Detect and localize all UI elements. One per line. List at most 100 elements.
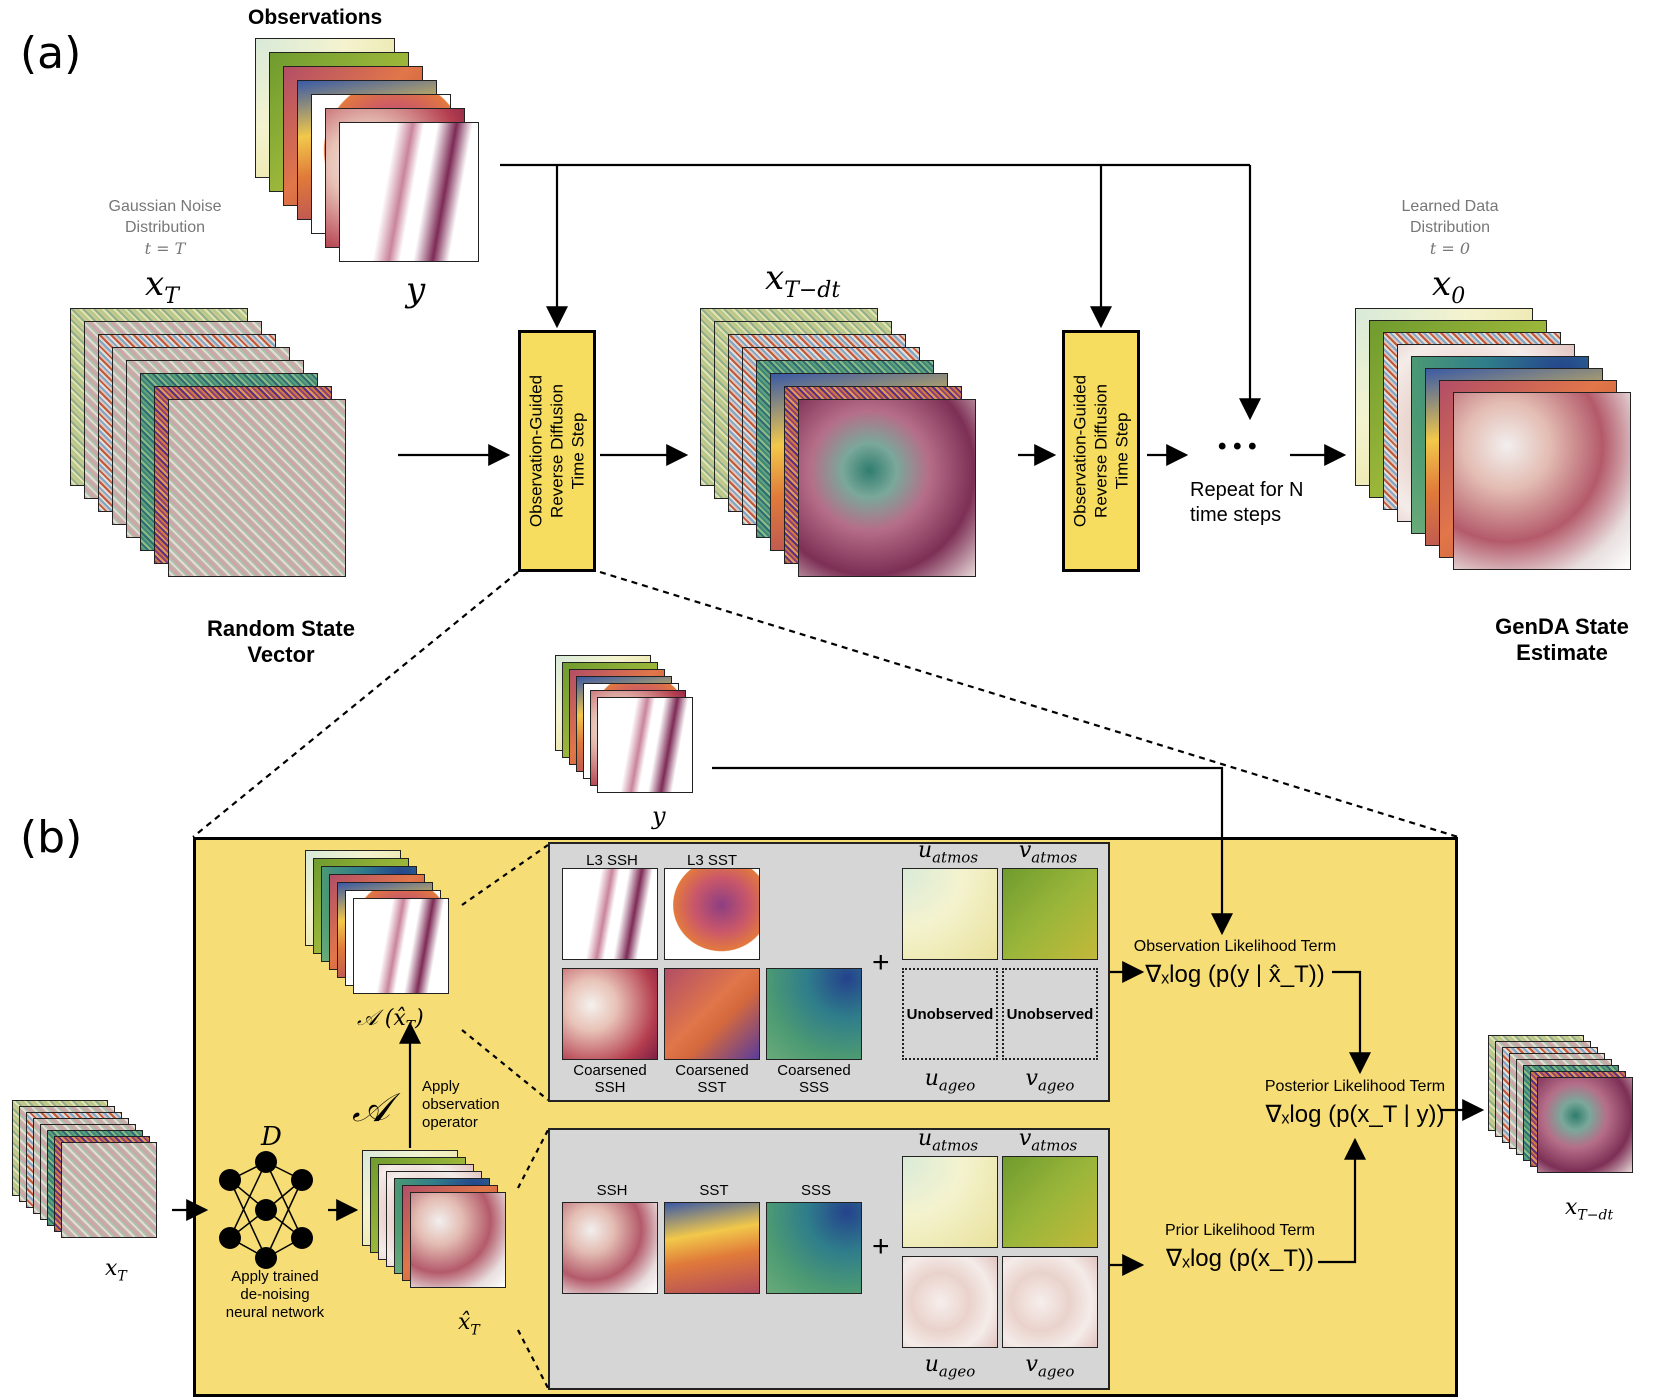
priorterm-to-post-arrow	[1318, 1137, 1366, 1264]
l3-sst-label: L3 SST	[686, 852, 738, 869]
observations-stack	[255, 38, 500, 288]
net-cap2: de-noising	[240, 1286, 310, 1303]
panel-label-b: (b)	[20, 812, 83, 863]
estimate-line1: GenDA State	[1495, 614, 1629, 639]
nn-node-0	[219, 1169, 241, 1191]
xTdt-label: xT−dt	[765, 258, 840, 303]
learned-line2: Distribution	[1409, 219, 1491, 236]
net-cap3: neural network	[225, 1304, 325, 1321]
xhat-stack-layer-6	[410, 1192, 506, 1288]
u-atmos-label-bottom: uatmos	[893, 1126, 1003, 1154]
out-stack-layer-7	[1537, 1077, 1633, 1173]
nn-node-2	[255, 1151, 277, 1173]
v-atmos-tile-bottom	[1002, 1156, 1098, 1248]
ssh-tile	[562, 1202, 658, 1294]
coarsened-sst-tile	[664, 968, 760, 1060]
vg-t-sub: ageo	[1037, 1076, 1075, 1095]
xT-input-stack	[12, 1100, 172, 1260]
coarsened-ssh-tile	[562, 968, 658, 1060]
nn-node-3	[255, 1199, 277, 1221]
unobserved-v-ageo: Unobserved	[1002, 968, 1098, 1060]
repeat-line2: time steps	[1190, 504, 1282, 526]
va-b-sub: atmos	[1031, 1136, 1078, 1155]
sss-tile	[766, 1202, 862, 1294]
xTdt-output-stack	[1488, 1035, 1648, 1195]
u-atmos-label-top: uatmos	[893, 838, 1003, 866]
va-b-var: v	[1018, 1126, 1032, 1151]
random-state-line1: Random State	[207, 616, 355, 641]
network-D-label: D	[261, 1122, 282, 1152]
xT-sub: T	[164, 283, 179, 309]
v-atmos-tile-top	[1002, 868, 1098, 960]
xhat-stack	[362, 1150, 522, 1310]
unobserved-u-ageo: Unobserved	[902, 968, 998, 1060]
cssh-l1: Coarsened	[573, 1062, 647, 1079]
v-ageo-label-top: vageo	[995, 1066, 1105, 1094]
va-t-sub: atmos	[1031, 848, 1078, 867]
noise-line2: Distribution	[124, 219, 206, 236]
A-xhat-label: 𝒜 (x̂T)	[357, 1006, 424, 1034]
u-ageo-label-top: uageo	[895, 1066, 1005, 1094]
coarsened-sss-tile	[766, 968, 862, 1060]
prior-term-formula: ∇ₓlog (p(x_T))	[1166, 1245, 1314, 1272]
xTdt-stack	[700, 308, 1010, 618]
nn-node-6	[291, 1227, 313, 1249]
mid-stack-layer-7	[798, 399, 976, 577]
plus-top: +	[872, 946, 890, 979]
v-ageo-label-bottom: vageo	[995, 1352, 1105, 1380]
post-term-formula: ∇ₓlog (p(x_T | y))	[1265, 1101, 1445, 1128]
prior-state-box: SSH SST SSS + uatmos vatmos uageo vageo	[548, 1126, 1110, 1390]
repeat-line1: Repeat for N	[1190, 479, 1304, 501]
ua-b-sub: atmos	[932, 1136, 979, 1155]
random-state-line2: Vector	[247, 642, 315, 667]
nn-edge-3	[229, 1161, 267, 1239]
x0-sub: 0	[1451, 283, 1466, 309]
obs-stack-layer-6	[339, 122, 479, 262]
vg-b-var: v	[1025, 1352, 1038, 1377]
cssh-l2: SSH	[594, 1079, 626, 1096]
zoom-Axhat-top	[461, 844, 549, 906]
xhat-label: x̂T	[458, 1310, 480, 1338]
out-var: x	[1565, 1195, 1578, 1220]
plus-bottom: +	[872, 1230, 890, 1263]
y-small-stack	[555, 655, 715, 815]
sst-label: SST	[699, 1182, 729, 1199]
noise-caption: Gaussian Noise Distribution t = T	[90, 196, 240, 259]
prior-likelihood-term: Prior Likelihood Term ∇ₓlog (p(x_T))	[1135, 1222, 1345, 1273]
learned-time: t = 0	[1429, 239, 1471, 258]
panel-label-a: (a)	[20, 28, 82, 79]
estimate-line2: Estimate	[1516, 640, 1608, 665]
xTb-var: x	[105, 1256, 118, 1281]
v-atmos-label-bottom: vatmos	[993, 1126, 1103, 1154]
v-atmos-label-top: vatmos	[993, 838, 1103, 866]
coarsened-sss-label: Coarsened SSS	[754, 1062, 874, 1096]
xhat-var: x̂	[458, 1310, 471, 1335]
nn-node-1	[219, 1227, 241, 1249]
csst-l2: SST	[697, 1079, 727, 1096]
learned-caption: Learned Data Distribution t = 0	[1375, 196, 1525, 259]
A-xhat-close: )	[415, 1006, 424, 1031]
nn-edge-10	[265, 1179, 303, 1259]
l3-ssh-label: L3 SSH	[586, 852, 638, 869]
nn-edge-7	[265, 1161, 303, 1239]
observations-title: Observations	[248, 6, 383, 29]
ug-t-var: u	[924, 1066, 939, 1091]
out-sub: T−dt	[1577, 1207, 1614, 1224]
xT-var: x	[145, 264, 165, 304]
u-ageo-tile	[902, 1256, 998, 1348]
obsterm-to-post-arrow	[1332, 970, 1371, 1075]
nn-node-5	[291, 1169, 313, 1191]
A-xhat-text: 𝒜 (x̂	[357, 1006, 406, 1031]
xhat-sub: T	[470, 1322, 480, 1339]
coarsened-ssh-label: Coarsened SSH	[550, 1062, 670, 1096]
zoom-xhat-top	[517, 1129, 549, 1189]
csst-l1: Coarsened	[675, 1062, 749, 1079]
neural-network-icon	[219, 1151, 313, 1269]
ug-b-var: u	[924, 1352, 939, 1377]
y-label: y	[406, 270, 426, 310]
nn-edge-2	[229, 1179, 267, 1259]
operator-caption: Apply observation operator	[422, 1078, 500, 1132]
csss-l1: Coarsened	[777, 1062, 851, 1079]
xTb-sub: T	[117, 1268, 127, 1285]
